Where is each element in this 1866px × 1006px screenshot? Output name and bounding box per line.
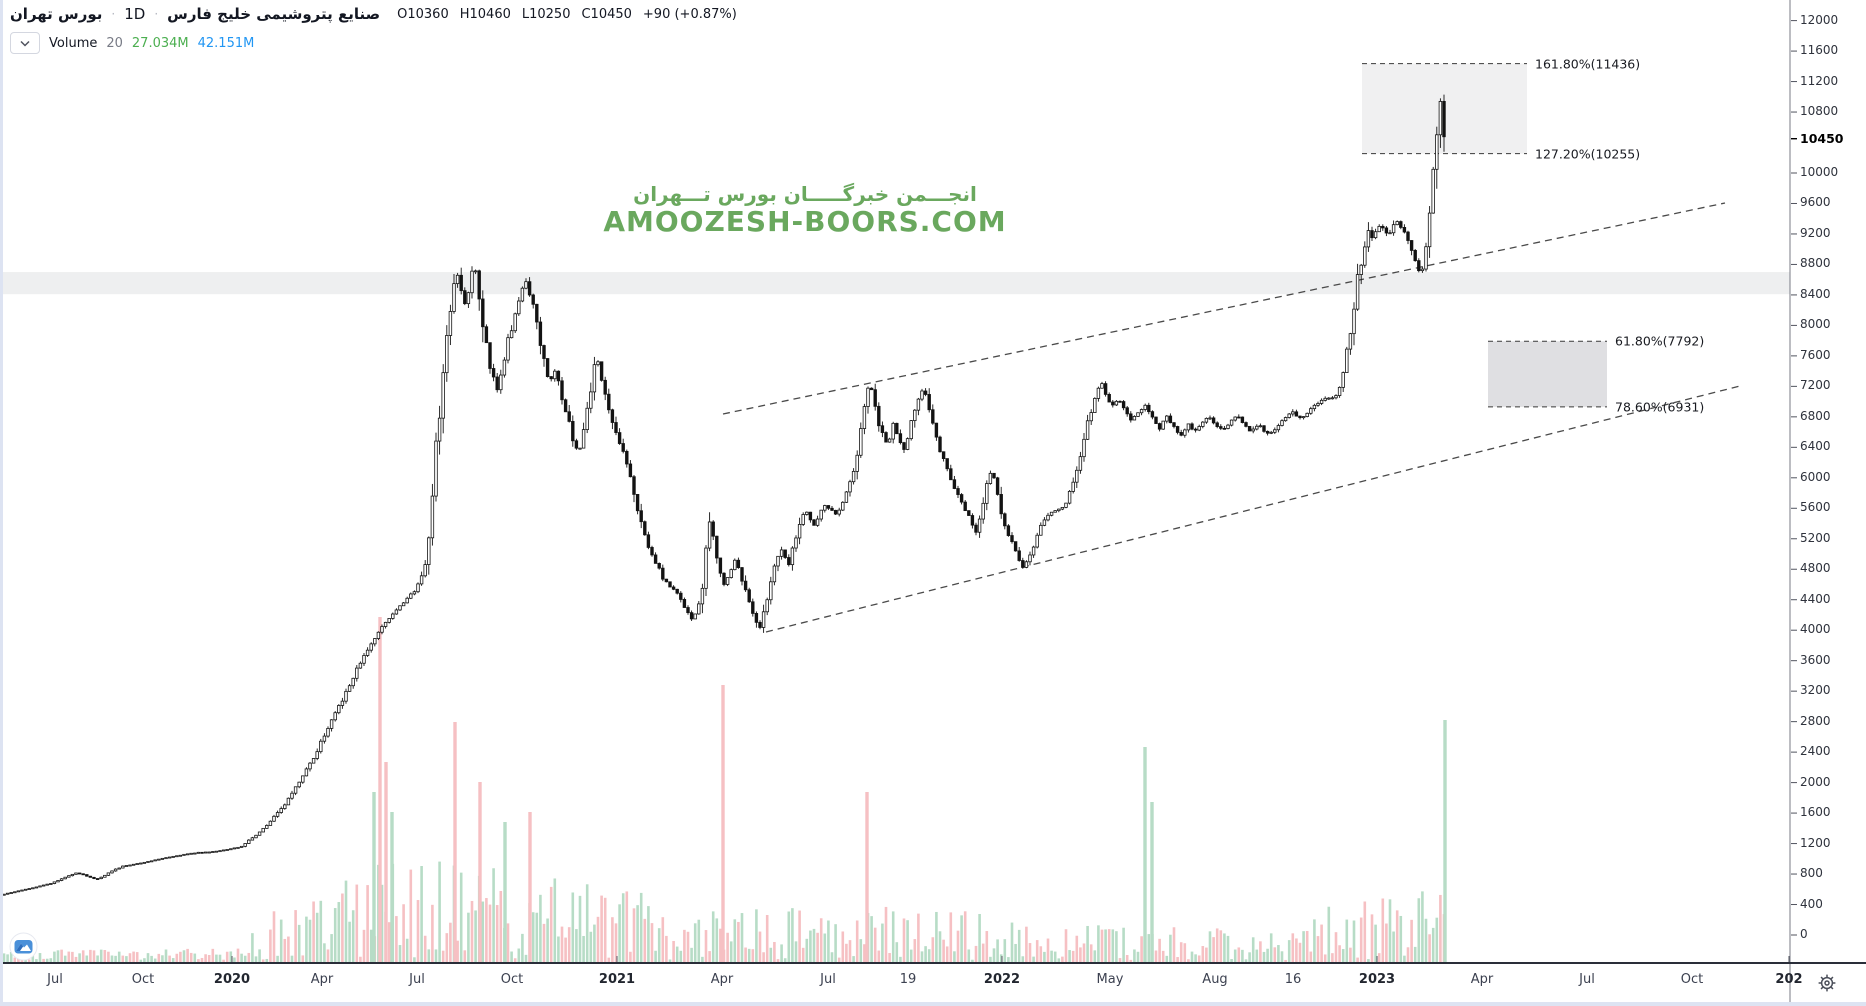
price-axis-tick: 8400 — [1800, 286, 1831, 301]
low-value: 10250 — [529, 6, 571, 22]
volume-indicator-row: Volume 20 27.034M 42.151M — [10, 32, 254, 54]
time-axis-tick: Aug — [1202, 972, 1228, 987]
price-axis-tick: 5600 — [1800, 500, 1831, 515]
fib-level-label: 127.20%(10255) — [1535, 146, 1641, 162]
price-axis-tick: 6000 — [1800, 469, 1831, 484]
close-label: C — [581, 6, 591, 22]
price-axis-tick: 10800 — [1800, 104, 1839, 119]
change-value: +90 (+0.87%) — [642, 6, 737, 22]
price-axis-tick: 7200 — [1800, 378, 1831, 393]
price-axis-tick: 6400 — [1800, 439, 1831, 454]
time-axis-tick: 202 — [1775, 972, 1803, 987]
time-axis-tick: Apr — [1470, 972, 1494, 987]
indicator-name[interactable]: Volume — [49, 35, 98, 51]
time-axis-tick: Apr — [310, 972, 334, 987]
open-value: 10360 — [407, 6, 449, 22]
price-axis-tick: 11200 — [1800, 73, 1839, 88]
price-axis-tick: 0 — [1800, 927, 1808, 941]
timezone-settings-gear-icon[interactable] — [1816, 972, 1838, 994]
chevron-down-icon — [20, 40, 30, 47]
time-axis-tick: Jul — [409, 972, 425, 987]
price-axis-tick: 3600 — [1800, 652, 1831, 667]
price-axis-tick: 11600 — [1800, 43, 1839, 58]
price-axis-tick: 1600 — [1800, 805, 1831, 820]
time-axis-tick: 2020 — [213, 972, 251, 987]
price-axis-tick: 9600 — [1800, 195, 1831, 210]
watermark-site-line: AMOOZESH-BOORS.COM — [603, 205, 1007, 238]
price-axis-tick: 400 — [1800, 896, 1823, 911]
price-axis-tick: 5200 — [1800, 530, 1831, 545]
open-label: O — [397, 6, 408, 22]
price-axis-tick: 800 — [1800, 866, 1823, 881]
timeframe-label[interactable]: 1D — [124, 5, 146, 23]
price-axis-tick: 10000 — [1800, 165, 1839, 179]
price-axis-tick: 2000 — [1800, 774, 1831, 789]
separator-dot: · — [154, 7, 159, 21]
high-value: 10460 — [469, 6, 511, 22]
time-axis-tick: Jul — [1579, 972, 1595, 987]
fib-level-label: 78.60%(6931) — [1615, 399, 1705, 415]
symbol-name[interactable]: صنایع پتروشیمی خلیج فارس — [167, 5, 381, 23]
indicator-collapse-button[interactable] — [10, 32, 40, 54]
price-axis-tick: 9200 — [1800, 225, 1831, 240]
indicator-length: 20 — [106, 35, 123, 51]
price-axis-tick: 6800 — [1800, 408, 1831, 423]
close-value: 10450 — [590, 6, 632, 22]
time-axis-tick: Oct — [1680, 972, 1704, 987]
price-axis-tick: 4800 — [1800, 561, 1831, 576]
fib-box-1 — [1488, 341, 1607, 407]
time-axis-tick: 19 — [899, 972, 917, 987]
high-label: H — [459, 6, 470, 22]
price-axis-tick: 2400 — [1800, 744, 1831, 759]
window-edge — [0, 0, 3, 1006]
price-axis-tick: 8800 — [1800, 256, 1831, 271]
price-axis-tick: 4400 — [1800, 591, 1831, 606]
time-axis-tick: 2021 — [598, 972, 636, 987]
symbol-legend[interactable]: بورس تهران · 1D · صنایع پتروشیمی خلیج فا… — [10, 5, 737, 23]
window-edge — [0, 1002, 1866, 1006]
price-axis-tick: 4000 — [1800, 622, 1831, 637]
separator-dot: · — [111, 7, 116, 21]
volume-ma-value: 42.151M — [197, 35, 255, 51]
time-axis-tick: Apr — [710, 972, 734, 987]
price-axis-tick: 2800 — [1800, 713, 1831, 728]
volume-current-value: 27.034M — [131, 35, 189, 51]
fib-level-label: 61.80%(7792) — [1615, 333, 1705, 349]
time-axis-tick: 16 — [1284, 972, 1302, 987]
time-axis-tick: Jul — [47, 972, 63, 987]
time-axis-tick: Jul — [820, 972, 836, 987]
price-axis-tick: 8000 — [1800, 317, 1831, 332]
time-axis-tick: Oct — [500, 972, 524, 987]
watermark: انجـــمن خبرگـــــان بورس تـــهران AMOOZ… — [560, 183, 1050, 238]
time-axis-tick: Oct — [131, 972, 155, 987]
price-axis-tick: 12000 — [1800, 12, 1839, 27]
ohlc-values: O10360 H10460 L10250 C10450 +90 (+0.87%) — [397, 7, 737, 22]
exchange-name[interactable]: بورس تهران — [10, 5, 103, 23]
fib-level-label: 161.80%(11436) — [1535, 56, 1641, 72]
watermark-persian-line: انجـــمن خبرگـــــان بورس تـــهران — [633, 182, 977, 206]
low-label: L — [521, 6, 530, 22]
current-price-label: 10450 — [1800, 130, 1844, 146]
time-axis-tick: May — [1096, 972, 1124, 987]
time-axis-tick: 2022 — [983, 972, 1021, 987]
broker-logo-icon — [9, 932, 38, 961]
price-axis-tick: 7600 — [1800, 347, 1831, 362]
price-axis-tick: 1200 — [1800, 835, 1831, 850]
price-axis-tick: 3200 — [1800, 683, 1831, 698]
time-axis-tick: 2023 — [1358, 972, 1396, 987]
